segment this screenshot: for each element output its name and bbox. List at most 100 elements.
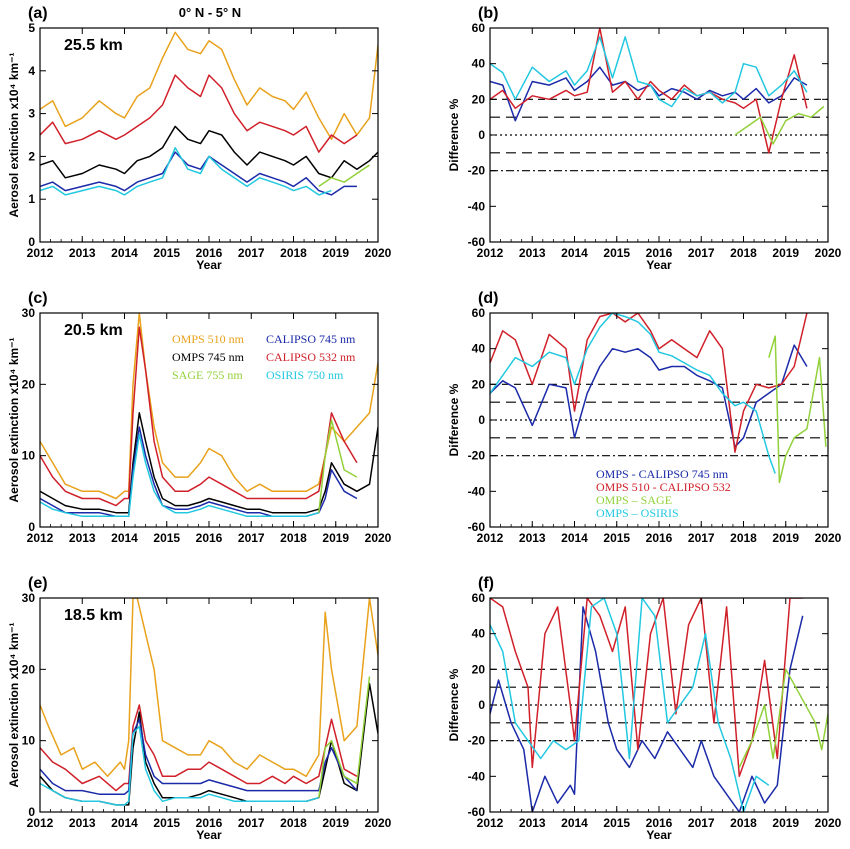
x-tick-label: 2014	[561, 246, 588, 260]
series-line-calipso532	[490, 313, 808, 453]
x-tick-label: 2019	[322, 816, 349, 830]
series-line-sage	[768, 335, 827, 484]
y-axis-label: Difference %	[447, 668, 461, 741]
series-line-osiris	[40, 433, 320, 518]
x-tick-label: 2018	[730, 816, 757, 830]
x-tick-label: 2019	[772, 816, 799, 830]
y-tick-label: 30	[22, 591, 36, 605]
y-tick-label: 2	[28, 149, 35, 163]
x-axis-label: Year	[196, 258, 222, 272]
series-line-sage	[318, 419, 358, 513]
series-line-calipso532	[40, 74, 358, 153]
x-axis-label: Year	[196, 828, 222, 842]
x-tick-label: 2020	[815, 531, 842, 545]
y-tick-label: 60	[472, 21, 486, 35]
x-tick-label: 2015	[153, 816, 180, 830]
y-tick-label: -20	[468, 164, 486, 178]
y-tick-label: 3	[28, 107, 35, 121]
series-group	[40, 31, 378, 196]
x-tick-label: 2012	[27, 531, 54, 545]
legend-item-sage: OMPS – SAGE	[596, 493, 672, 507]
figure-title: 0° N - 5° N	[179, 5, 241, 20]
x-tick-label: 2015	[153, 246, 180, 260]
panel-1: 2012 2013 2014 2015 2016 2017 2018 2019 2020 -60 -…	[447, 5, 842, 272]
x-tick-label: 2018	[730, 246, 757, 260]
y-tick-label: -40	[468, 769, 486, 783]
series-line-calipso532	[490, 28, 808, 154]
x-tick-label: 2020	[365, 531, 392, 545]
panel-4: 2012 2013 2014 2015 2016 2017 2018 2019 2020 0 10 2…	[7, 575, 392, 842]
y-tick-label: -60	[468, 235, 486, 249]
legend-item-osiris: OSIRIS 750 nm	[266, 368, 344, 382]
series-line-osiris	[490, 313, 776, 474]
x-tick-label: 2015	[603, 531, 630, 545]
series-line-calipso745	[40, 718, 358, 795]
x-tick-label: 2019	[772, 246, 799, 260]
y-tick-label: 10	[22, 449, 36, 463]
y-tick-label: 0	[28, 235, 35, 249]
x-tick-label: 2018	[730, 531, 757, 545]
x-tick-label: 2019	[772, 531, 799, 545]
series-line-calipso745	[490, 606, 804, 812]
x-tick-label: 2013	[519, 246, 546, 260]
x-tick-label: 2012	[27, 246, 54, 260]
y-tick-label: 20	[472, 377, 486, 391]
series-line-osiris	[40, 725, 320, 806]
series-line-osiris	[490, 598, 770, 812]
y-tick-label: 0	[28, 805, 35, 819]
x-tick-label: 2017	[238, 246, 265, 260]
x-tick-label: 2020	[815, 816, 842, 830]
series-line-calipso745	[490, 344, 808, 448]
panel-0: 2012 2013 2014 2015 2016 2017 2018 2019 2020 0 1 2 3…	[7, 5, 392, 272]
y-tick-label: 40	[472, 342, 486, 356]
panel-2: 2012 2013 2014 2015 2016 2017 2018 2019 2020 0 10 2…	[7, 290, 392, 545]
y-tick-label: 20	[22, 377, 36, 391]
series-line-omps745	[40, 412, 378, 514]
x-tick-label: 2014	[111, 816, 138, 830]
series-line-calipso532	[40, 326, 358, 507]
x-tick-label: 2019	[322, 531, 349, 545]
x-tick-label: 2017	[238, 816, 265, 830]
y-tick-label: 10	[22, 734, 36, 748]
series-line-osiris	[490, 36, 808, 108]
x-tick-label: 2015	[603, 816, 630, 830]
series-line-osiris	[40, 147, 332, 196]
x-tick-label: 2017	[238, 531, 265, 545]
x-axis-label: Year	[646, 258, 672, 272]
y-tick-label: -40	[468, 484, 486, 498]
y-axis-label: Aerosol extinction x10⁴ km⁻¹	[7, 623, 21, 788]
legend-item-calipso532: CALIPSO 532 nm	[266, 350, 356, 364]
legend-item-calipso745: CALIPSO 745 nm	[266, 332, 356, 346]
panel-3: 2012 2013 2014 2015 2016 2017 2018 2019 2020 -60 -…	[447, 290, 842, 545]
y-tick-label: 40	[472, 627, 486, 641]
legend-item-calipso745: OMPS - CALIPSO 745 nm	[596, 467, 729, 481]
x-tick-label: 2014	[561, 816, 588, 830]
panel-label: (f)	[478, 575, 494, 592]
series-line-sage	[734, 105, 825, 145]
x-tick-label: 2013	[519, 816, 546, 830]
legend-item-sage: SAGE 755 nm	[172, 368, 243, 382]
y-tick-label: -20	[468, 449, 486, 463]
x-tick-label: 2013	[69, 816, 96, 830]
panel-label: (c)	[28, 290, 48, 307]
series-line-calipso532	[40, 704, 358, 792]
x-tick-label: 2014	[561, 531, 588, 545]
series-group	[490, 28, 825, 154]
series-line-calipso532	[490, 598, 803, 778]
series-line-sage	[738, 668, 828, 768]
x-tick-label: 2012	[477, 246, 504, 260]
panel-label: (e)	[28, 575, 48, 592]
legend-item-omps745: OMPS 745 nm	[172, 350, 245, 364]
x-tick-label: 2017	[688, 246, 715, 260]
y-tick-label: 20	[472, 662, 486, 676]
panel-label: (b)	[478, 5, 498, 22]
x-tick-label: 2016	[196, 531, 223, 545]
x-tick-label: 2015	[153, 531, 180, 545]
legend-item-osiris: OMPS – OSIRIS	[596, 506, 679, 520]
series-line-omps510	[40, 31, 378, 141]
y-tick-label: -20	[468, 734, 486, 748]
y-tick-label: -60	[468, 520, 486, 534]
altitude-label: 18.5 km	[64, 607, 123, 624]
x-tick-label: 2018	[280, 816, 307, 830]
